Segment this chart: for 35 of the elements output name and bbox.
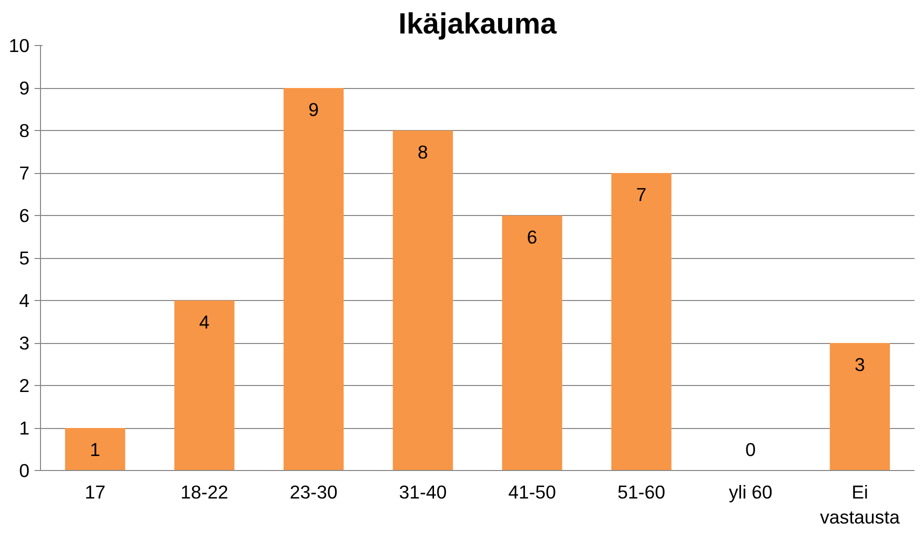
y-tick-label: 7: [19, 162, 30, 184]
bar: [174, 300, 234, 470]
y-tick-label: 8: [19, 120, 30, 141]
bar: [502, 216, 562, 470]
data-label: 9: [308, 98, 319, 120]
y-tick-label: 5: [19, 248, 30, 268]
x-tick-label: 23-30: [290, 482, 338, 502]
y-tick-label: 10: [8, 35, 30, 56]
y-tick-label: 3: [19, 332, 30, 354]
data-label: 0: [745, 438, 756, 460]
y-tick-label: 0: [19, 460, 30, 481]
bar: [611, 173, 672, 470]
y-tick-label: 2: [19, 375, 30, 396]
bar: [284, 88, 344, 470]
bar: [392, 130, 453, 470]
y-tick-label: 1: [19, 418, 30, 438]
data-label: 7: [636, 184, 647, 205]
x-tick-label: 41-50: [508, 482, 556, 502]
x-tick-label: 51-60: [618, 482, 666, 502]
data-label: 4: [199, 311, 210, 332]
y-tick-label: 6: [19, 205, 30, 226]
y-tick-label: 9: [19, 78, 30, 98]
chart-title: Ikäjakauma: [398, 8, 558, 40]
data-label: 1: [90, 438, 100, 460]
data-label: 3: [854, 354, 866, 375]
bar: [830, 343, 890, 470]
data-label: 6: [526, 226, 538, 248]
x-tick-label: 18-22: [180, 482, 228, 502]
x-tick-label: yli 60: [728, 482, 772, 502]
y-tick-label: 4: [19, 290, 30, 311]
bar: [65, 428, 126, 470]
data-label: 8: [418, 141, 428, 162]
x-tick-label: 17: [84, 482, 106, 502]
x-tick-label: 31-40: [399, 482, 447, 502]
x-tick-label: Ei vastausta: [820, 482, 900, 528]
